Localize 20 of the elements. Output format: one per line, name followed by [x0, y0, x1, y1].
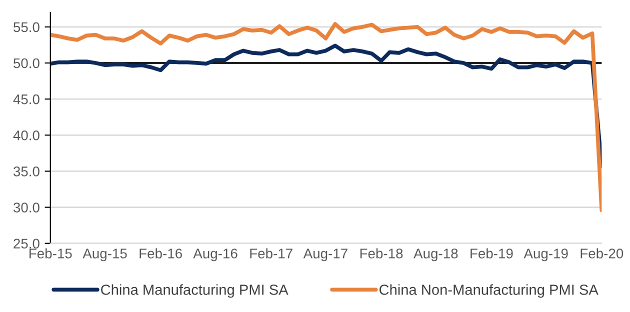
x-tick-label: Feb-20 [580, 248, 624, 258]
x-tick-label: Feb-19 [470, 248, 513, 258]
x-tick-label: Feb-18 [360, 248, 403, 258]
legend-label: China Non-Manufacturing PMI SA [380, 284, 598, 298]
x-tick-label: Feb-16 [140, 248, 182, 258]
y-tick-label: 25.0 [14, 238, 40, 249]
y-tick-label: 35.0 [13, 166, 40, 176]
y-tick-label: 40.0 [13, 130, 40, 140]
x-tick-label: Aug-17 [303, 248, 348, 262]
x-tick-label: Aug-15 [82, 248, 127, 262]
x-tick-label: Feb-17 [250, 248, 292, 258]
y-tick-label: 50.0 [14, 58, 40, 68]
legend-label: China Manufacturing PMI SA [101, 284, 288, 298]
y-tick-label: 45.0 [13, 94, 40, 104]
x-tick-label: Aug-16 [193, 248, 238, 262]
x-tick-label: Aug-19 [524, 248, 568, 262]
x-tick-label: Aug-18 [414, 248, 458, 262]
x-tick-label: Feb-15 [30, 248, 72, 258]
y-tick-label: 30.0 [13, 202, 40, 212]
y-tick-label: 55.0 [14, 22, 40, 32]
